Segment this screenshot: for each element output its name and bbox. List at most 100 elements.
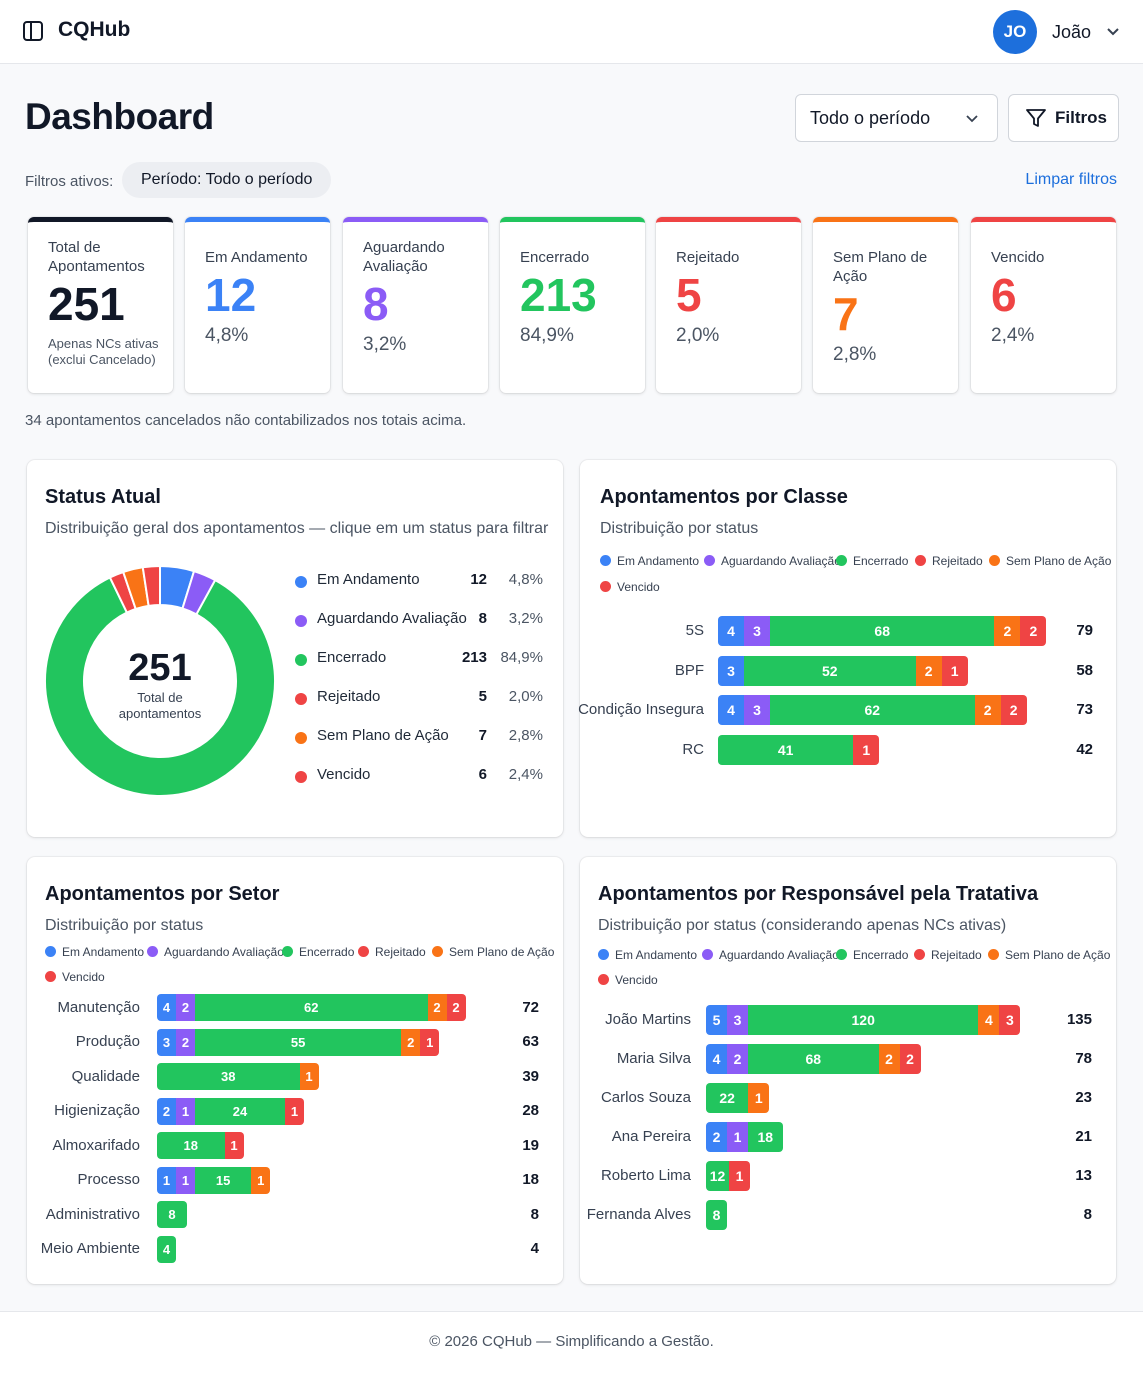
bar-total: 8 xyxy=(1083,1206,1092,1223)
stat-value: 5 xyxy=(676,269,702,321)
bar-segment[interactable]: 2 xyxy=(157,1097,176,1125)
legend-label: Vencido xyxy=(617,580,660,594)
bar-segment[interactable]: 4 xyxy=(706,1044,727,1074)
bar-segment[interactable]: 62 xyxy=(195,994,428,1021)
bar-segment[interactable]: 68 xyxy=(748,1044,879,1074)
bar-segment[interactable]: 38 xyxy=(157,1063,300,1090)
status-legend-item[interactable]: Em Andamento 12 4,8% xyxy=(295,571,545,610)
donut-slice-encerrado[interactable] xyxy=(44,576,276,797)
stat-card-em-andamento[interactable]: Em Andamento 12 4,8% xyxy=(185,217,330,393)
status-dot xyxy=(295,615,307,627)
bar-segment[interactable]: 4 xyxy=(157,1235,176,1263)
bar-segment[interactable]: 52 xyxy=(744,655,916,686)
sidebar-toggle-icon[interactable] xyxy=(22,20,44,42)
bar-segment[interactable]: 3 xyxy=(718,655,744,686)
bar-segment[interactable]: 1 xyxy=(420,1028,440,1056)
bar-segment[interactable]: 120 xyxy=(748,1005,979,1035)
bar-segment[interactable]: 2 xyxy=(974,695,1001,725)
status-name: Vencido xyxy=(317,766,371,783)
bar-segment[interactable]: 1 xyxy=(176,1166,195,1194)
bar-segment[interactable]: 4 xyxy=(718,616,744,646)
legend-item: Vencido xyxy=(45,970,105,984)
bar-segment[interactable]: 3 xyxy=(999,1005,1021,1035)
bar-segment[interactable]: 2 xyxy=(706,1122,727,1152)
legend-item: Vencido xyxy=(598,973,658,987)
stat-card-encerrado[interactable]: Encerrado 213 84,9% xyxy=(500,217,645,393)
bar-segment[interactable]: 4 xyxy=(978,1005,1000,1035)
bar-segment[interactable]: 62 xyxy=(770,695,975,725)
bar-segment[interactable]: 3 xyxy=(744,616,770,646)
bar-segment[interactable]: 1 xyxy=(748,1083,770,1113)
bar-segment[interactable]: 24 xyxy=(195,1097,285,1125)
bar-segment[interactable]: 1 xyxy=(157,1166,176,1194)
bar-segment[interactable]: 8 xyxy=(157,1201,187,1228)
bar-segment[interactable]: 1 xyxy=(224,1132,244,1159)
bar-segment[interactable]: 1 xyxy=(299,1063,319,1090)
bar-segment[interactable]: 1 xyxy=(853,734,880,765)
bar-segment[interactable]: 68 xyxy=(770,616,995,646)
stat-card-aguardando[interactable]: Aguardando Avaliação 8 3,2% xyxy=(343,217,488,393)
bar-segment[interactable]: 18 xyxy=(157,1132,225,1159)
bar-segment[interactable]: 1 xyxy=(251,1166,271,1194)
status-legend-item[interactable]: Aguardando Avaliação 8 3,2% xyxy=(295,610,545,649)
panel-title: Status Atual xyxy=(45,486,161,508)
bar-segment[interactable]: 1 xyxy=(285,1097,304,1125)
bar-segment[interactable]: 2 xyxy=(994,616,1021,646)
donut-slice-vencido[interactable] xyxy=(141,564,161,607)
stat-card-rejeitado[interactable]: Rejeitado 5 2,0% xyxy=(656,217,801,393)
bar-segment[interactable]: 4 xyxy=(157,994,176,1021)
bar-segment[interactable]: 3 xyxy=(157,1028,176,1056)
bar-segment[interactable]: 22 xyxy=(706,1083,749,1113)
bar-label: Maria Silva xyxy=(616,1050,691,1067)
bar-segment[interactable]: 41 xyxy=(718,734,854,765)
bar-label: Fernanda Alves xyxy=(586,1206,691,1223)
status-legend-item[interactable]: Rejeitado 5 2,0% xyxy=(295,688,545,727)
legend-dot xyxy=(915,555,926,566)
clear-filters-link[interactable]: Limpar filtros xyxy=(1025,171,1117,188)
app-brand[interactable]: CQHub xyxy=(58,18,131,41)
bar-segment[interactable]: 12 xyxy=(706,1161,730,1191)
status-percent: 84,9% xyxy=(500,649,543,666)
bar-segment[interactable]: 4 xyxy=(718,695,744,725)
bar-segment[interactable]: 2 xyxy=(176,994,195,1021)
bar-segment[interactable]: 2 xyxy=(427,994,447,1021)
status-legend-item[interactable]: Encerrado 213 84,9% xyxy=(295,649,545,688)
bar-segment[interactable]: 5 xyxy=(706,1005,727,1035)
bar-segment[interactable]: 1 xyxy=(729,1161,751,1191)
legend-item: Em Andamento xyxy=(598,948,697,962)
bar-segment[interactable]: 3 xyxy=(744,695,770,725)
legend-item: Em Andamento xyxy=(45,945,144,959)
bar-segment[interactable]: 8 xyxy=(706,1200,727,1230)
bar-segment[interactable]: 2 xyxy=(915,655,942,686)
bar-segment[interactable]: 2 xyxy=(1000,695,1027,725)
stat-card-total[interactable]: Total de Apontamentos 251 Apenas NCs ati… xyxy=(28,217,173,393)
stat-card-vencido[interactable]: Vencido 6 2,4% xyxy=(971,217,1116,393)
bar-segment[interactable]: 2 xyxy=(878,1044,900,1074)
user-menu[interactable]: JO João xyxy=(992,9,1121,55)
period-select[interactable]: Todo o período xyxy=(795,94,998,142)
bar-segment[interactable]: 2 xyxy=(401,1028,421,1056)
bar-segment[interactable]: 1 xyxy=(727,1122,748,1152)
bar-segment[interactable]: 1 xyxy=(176,1097,195,1125)
bar-segment[interactable]: 15 xyxy=(195,1166,252,1194)
status-legend-item[interactable]: Vencido 6 2,4% xyxy=(295,766,545,805)
donut-caption: Total de apontamentos xyxy=(118,690,202,721)
bar-segment[interactable]: 1 xyxy=(941,655,968,686)
bar-segment[interactable]: 2 xyxy=(1020,616,1047,646)
period-filter-chip[interactable]: Período: Todo o período xyxy=(122,162,332,198)
filters-button[interactable]: Filtros xyxy=(1008,94,1119,142)
bar-label: Almoxarifado xyxy=(52,1136,140,1154)
stat-card-sem-plano[interactable]: Sem Plano de Ação 7 2,8% xyxy=(813,217,958,393)
bar-segment[interactable]: 18 xyxy=(748,1122,783,1152)
bar-segment[interactable]: 2 xyxy=(446,994,466,1021)
bar-segment[interactable]: 2 xyxy=(727,1044,748,1074)
bar-segment[interactable]: 2 xyxy=(899,1044,921,1074)
stat-value: 7 xyxy=(833,288,859,340)
status-count: 213 xyxy=(461,649,487,666)
bar-segment[interactable]: 3 xyxy=(727,1005,748,1035)
status-legend-item[interactable]: Sem Plano de Ação 7 2,8% xyxy=(295,727,545,766)
legend-label: Sem Plano de Ação xyxy=(1005,948,1111,962)
bar-segment[interactable]: 55 xyxy=(195,1028,402,1056)
bar-segment[interactable]: 2 xyxy=(176,1028,195,1056)
status-count: 6 xyxy=(478,766,487,783)
